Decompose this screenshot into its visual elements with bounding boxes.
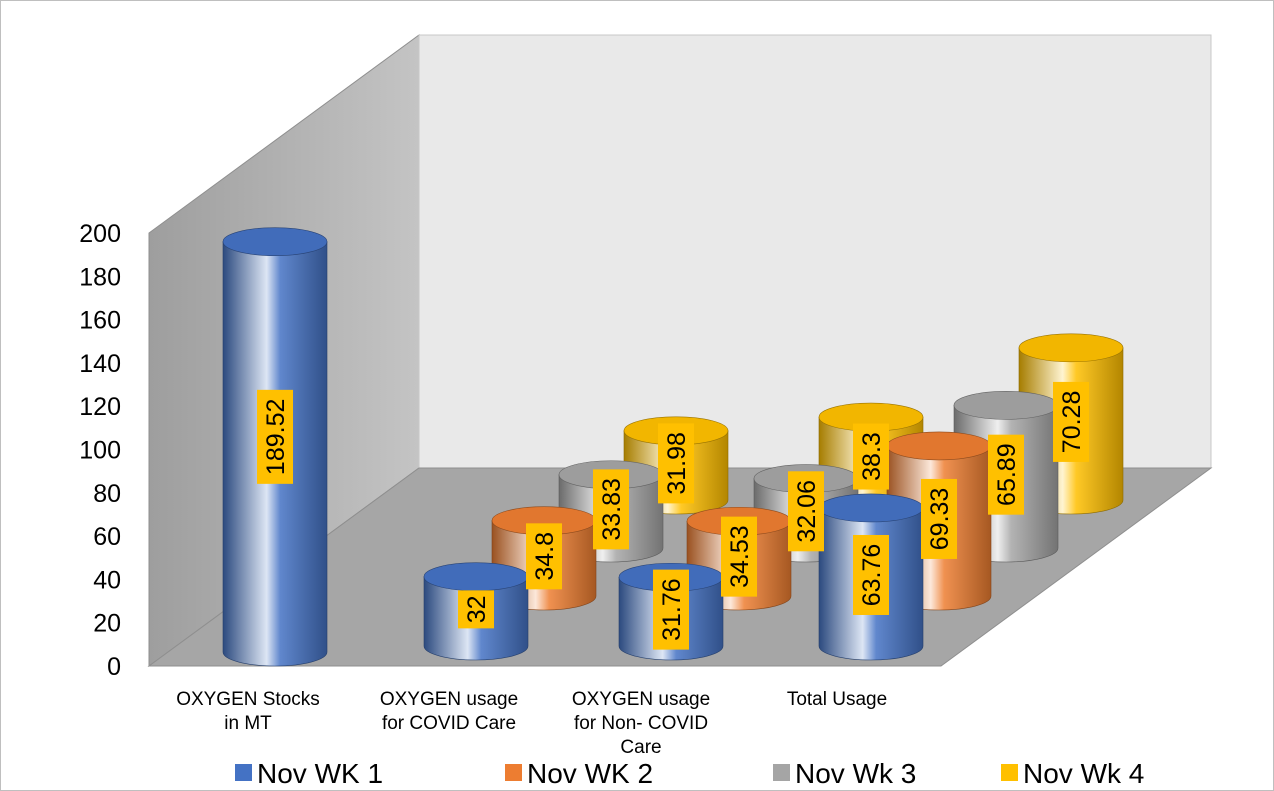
svg-text:34.8: 34.8 [531,532,559,581]
svg-text:32.06: 32.06 [793,480,821,543]
svg-text:70.28: 70.28 [1058,391,1086,454]
legend-label: Nov Wk 4 [1023,758,1144,789]
svg-text:31.98: 31.98 [663,432,691,495]
data-label: 32 [458,590,494,629]
legend-item: Nov Wk 4 [1001,758,1144,789]
x-category-label: OXYGEN usage for COVID Care [380,689,518,734]
y-tick-label: 180 [79,263,121,291]
svg-text:63.76: 63.76 [858,544,886,607]
legend-item: Nov Wk 3 [773,758,916,789]
data-label: 69.33 [921,478,957,559]
data-label: 31.98 [658,423,694,504]
legend-label: Nov WK 1 [257,758,383,789]
y-tick-label: 0 [107,653,121,681]
svg-text:189.52: 189.52 [262,399,290,475]
data-labels: 31.98 38.3 70.28 33.83 32.06 65.89 34.8 34.53 69… [257,381,1089,650]
legend-label: Nov Wk 3 [795,758,916,789]
svg-text:69.33: 69.33 [926,488,954,551]
data-label: 34.8 [526,523,562,590]
legend-swatch [235,764,252,781]
data-label: 34.53 [721,516,757,597]
y-tick-label: 200 [79,220,121,248]
svg-text:65.89: 65.89 [993,443,1021,506]
x-category-label: OXYGEN usage for Non- COVID Care [572,689,710,758]
data-label: 33.83 [593,469,629,550]
y-tick-label: 20 [93,610,121,638]
data-label: 65.89 [988,434,1024,515]
data-label: 70.28 [1053,381,1089,462]
y-axis: 0 20 40 60 80 100 120 140 160 180 200 [79,220,121,681]
y-tick-label: 140 [79,350,121,378]
svg-text:38.3: 38.3 [858,432,886,481]
data-label: 38.3 [853,423,889,490]
legend: Nov WK 1 Nov WK 2 Nov Wk 3 Nov Wk 4 [235,758,1144,789]
svg-text:33.83: 33.83 [598,478,626,541]
legend-item: Nov WK 1 [235,758,383,789]
data-label: 189.52 [257,389,293,484]
svg-text:34.53: 34.53 [726,525,754,588]
legend-label: Nov WK 2 [527,758,653,789]
y-tick-label: 60 [93,523,121,551]
data-label: 63.76 [853,534,889,615]
legend-swatch [1001,764,1018,781]
legend-item: Nov WK 2 [505,758,653,789]
y-tick-label: 160 [79,307,121,335]
y-tick-label: 120 [79,393,121,421]
data-label: 31.76 [653,569,689,650]
x-axis: OXYGEN Stocks in MT OXYGEN usage for COVID … [176,689,887,758]
x-category-label: Total Usage [787,689,887,710]
x-category-label: OXYGEN Stocks in MT [176,689,320,734]
svg-text:32: 32 [463,595,491,623]
legend-swatch [505,764,522,781]
y-tick-label: 40 [93,566,121,594]
svg-text:31.76: 31.76 [658,578,686,641]
y-tick-label: 100 [79,437,121,465]
y-tick-label: 80 [93,480,121,508]
legend-swatch [773,764,790,781]
data-label: 32.06 [788,471,824,552]
